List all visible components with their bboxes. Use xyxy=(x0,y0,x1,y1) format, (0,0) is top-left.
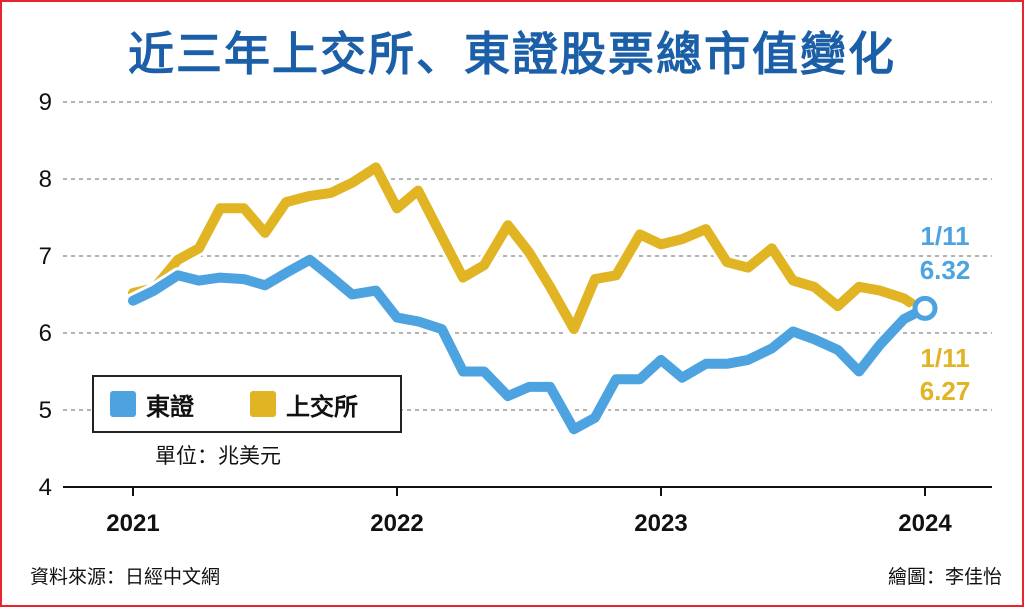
y-tick-label: 6 xyxy=(39,320,52,347)
credit-label: 繪圖：李佳怡 xyxy=(887,566,1002,588)
y-tick-label: 4 xyxy=(39,474,52,501)
tse-end-marker xyxy=(912,295,938,321)
legend-swatch-tse xyxy=(110,391,136,417)
unit-label: 單位：兆美元 xyxy=(155,444,281,468)
legend: 東證 上交所 xyxy=(92,375,402,433)
x-tick-label: 2021 xyxy=(106,510,159,537)
y-tick-label: 8 xyxy=(39,166,52,193)
series-line-tse xyxy=(128,254,930,435)
sse-annotation-value: 6.27 xyxy=(920,376,971,406)
tse-annotation-value: 6.32 xyxy=(920,255,971,285)
tse-annotation-date: 1/11 xyxy=(920,221,969,251)
x-tick-label: 2023 xyxy=(634,510,687,537)
y-tick-label: 7 xyxy=(39,243,52,270)
x-tick-label: 2024 xyxy=(898,510,952,537)
source-label: 資料來源：日經中文網 xyxy=(30,566,221,588)
series-line-sse xyxy=(128,162,930,335)
sse-annotation-date: 1/11 xyxy=(920,343,969,373)
legend-label-sse: 上交所 xyxy=(286,393,358,421)
x-tick-label: 2022 xyxy=(370,510,423,537)
chart-title: 近三年上交所、東證股票總市值變化 xyxy=(128,27,896,81)
legend-label-tse: 東證 xyxy=(146,393,194,421)
legend-swatch-sse xyxy=(250,391,276,417)
y-tick-label: 5 xyxy=(39,397,52,424)
y-tick-label: 9 xyxy=(39,89,52,116)
